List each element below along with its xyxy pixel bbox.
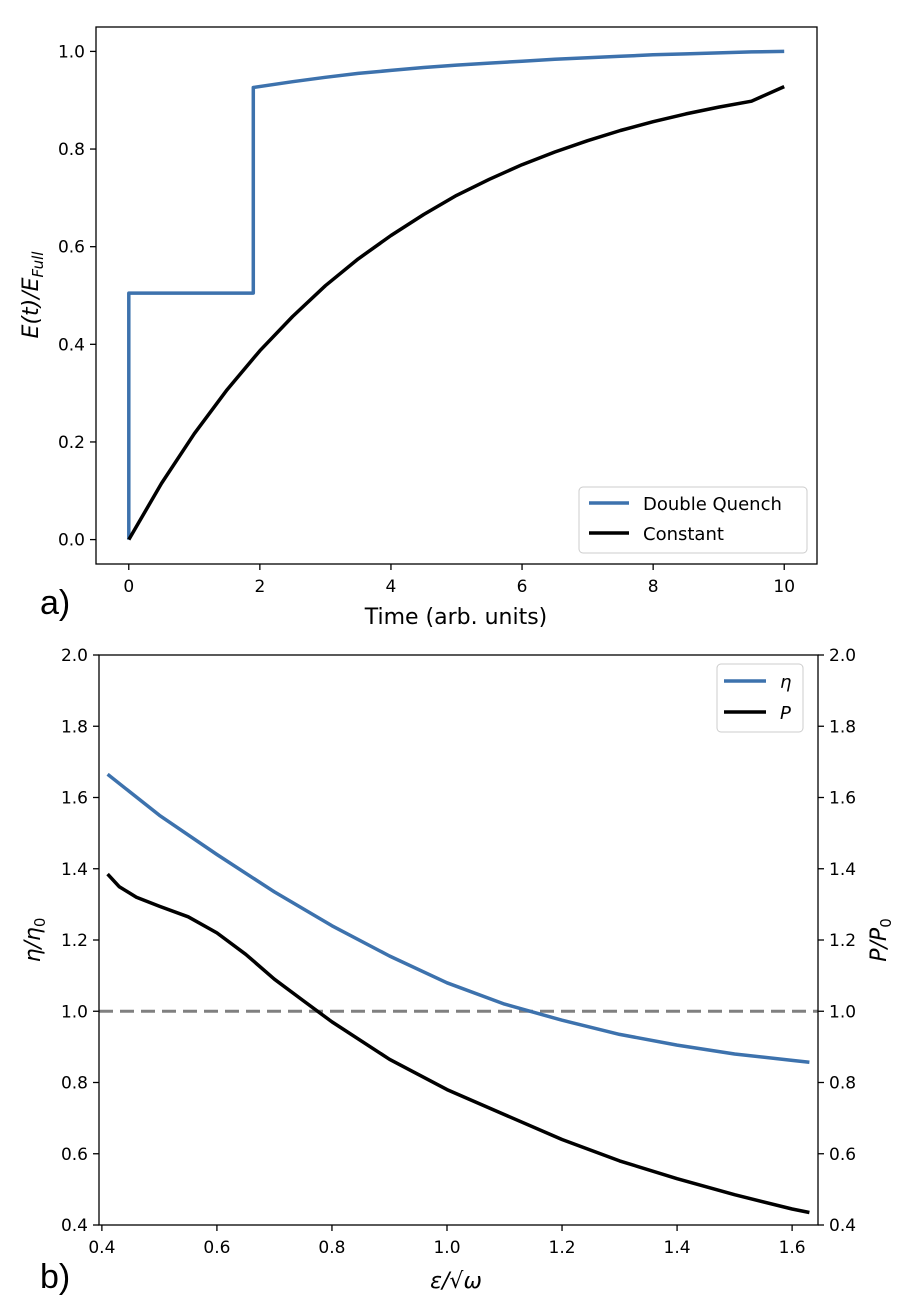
panel-b-frame — [98, 654, 819, 1226]
series-line-constant — [127, 85, 785, 541]
panel-a-legend: Double Quench Constant — [578, 486, 808, 554]
panel-b-ytick-label: 1.6 — [61, 789, 88, 809]
panel-b-xtick-label: 0.4 — [88, 1238, 115, 1258]
panel-a-ylabel: E(t)/EFull — [19, 251, 47, 339]
panel-b-y2tick-label: 0.4 — [829, 1216, 856, 1236]
panel-b-y2label-subscript: 0 — [877, 918, 895, 928]
panel-b-ytick-label: 1.4 — [61, 860, 88, 880]
panel-a-xtick-label: 6 — [517, 577, 528, 597]
panel-a-ytick-label: 0.2 — [58, 433, 85, 453]
legend-label-double-quench: Double Quench — [643, 494, 782, 515]
panel-b-xtick-label: 0.8 — [318, 1238, 345, 1258]
panel-a-ytick-label: 1.0 — [58, 42, 85, 62]
panel-a-xtick-label: 10 — [773, 577, 795, 597]
panel-b-ytick-label: 0.6 — [61, 1145, 88, 1165]
panel-b-ytick-label: 1.0 — [61, 1002, 88, 1022]
panel-b-ytick-label: 1.2 — [61, 931, 88, 951]
panel-a-ylabel-subscript: Full — [29, 251, 47, 278]
panel-b-xtick-label: 1.6 — [779, 1238, 806, 1258]
panel-b-y2tick-label: 1.4 — [829, 860, 856, 880]
panel-b-y2tick-label: 1.6 — [829, 789, 856, 809]
panel-a-label: a) — [40, 584, 70, 622]
panel-a-chart: 0 2 4 6 8 10 0.0 0.2 0.4 0.6 0.8 1.0 Time (arb. uni… — [19, 26, 818, 630]
series-line-p — [106, 872, 810, 1215]
panel-a-ytick-label: 0.6 — [58, 238, 85, 258]
panel-b-ytick-label: 2.0 — [61, 646, 88, 666]
panel-b-y2label-main: P/P — [867, 927, 892, 962]
panel-a-ytick-label: 0.4 — [58, 335, 85, 355]
panel-a-xlabel: Time (arb. units) — [364, 605, 548, 630]
panel-a-xtick-label: 0 — [123, 577, 134, 597]
panel-a-ytick-label: 0.8 — [58, 140, 85, 160]
panel-b-xtick-label: 1.0 — [433, 1238, 460, 1258]
panel-a-frame — [95, 26, 818, 565]
panel-b-chart: 0.4 0.6 0.8 1.0 1.2 1.4 1.60.4 0.40.6 0.60.8 0.81… — [21, 646, 895, 1296]
panel-b-ytick-label: 0.8 — [61, 1074, 88, 1094]
panel-b-ylabel-subscript: 0 — [31, 918, 49, 928]
panel-b-xtick-label: 1.2 — [549, 1238, 576, 1258]
panel-b-ylabel-main: η/η — [21, 927, 46, 962]
panel-a-ytick-label: 0.0 — [58, 531, 85, 551]
panel-a-ylabel-main: E(t)/E — [19, 277, 44, 338]
panel-b-xtick-label: 1.4 — [664, 1238, 691, 1258]
panel-b-y2tick-label: 2.0 — [829, 646, 856, 666]
panel-a-legend-box — [578, 486, 808, 554]
series-line-eta — [106, 772, 810, 1064]
series-line-double-quench — [127, 49, 785, 540]
panel-b-y2tick-label: 1.2 — [829, 931, 856, 951]
panel-a-xtick-label: 8 — [648, 577, 659, 597]
legend-label-constant: Constant — [643, 524, 724, 545]
legend-label-eta: η — [780, 672, 791, 693]
legend-label-p: P — [780, 703, 791, 724]
panel-b-legend: η P — [716, 663, 804, 733]
panel-b-y2tick-label: 1.0 — [829, 1002, 856, 1022]
panel-b-y2tick-label: 0.8 — [829, 1074, 856, 1094]
panel-b-ytick-label: 0.4 — [61, 1216, 88, 1236]
panel-b-y2tick-label: 1.8 — [829, 717, 856, 737]
panel-b-xlabel: ε/√ω — [430, 1269, 482, 1294]
panel-b-y2tick-label: 0.6 — [829, 1145, 856, 1165]
panel-b-y2label: P/P0 — [867, 918, 895, 962]
panel-a-xtick-label: 2 — [254, 577, 265, 597]
panel-a-xtick-label: 4 — [386, 577, 397, 597]
panel-b-label: b) — [40, 1258, 70, 1296]
panel-b-ytick-label: 1.8 — [61, 717, 88, 737]
panel-b-ylabel: η/η0 — [21, 918, 49, 963]
panel-b-xtick-label: 0.6 — [203, 1238, 230, 1258]
